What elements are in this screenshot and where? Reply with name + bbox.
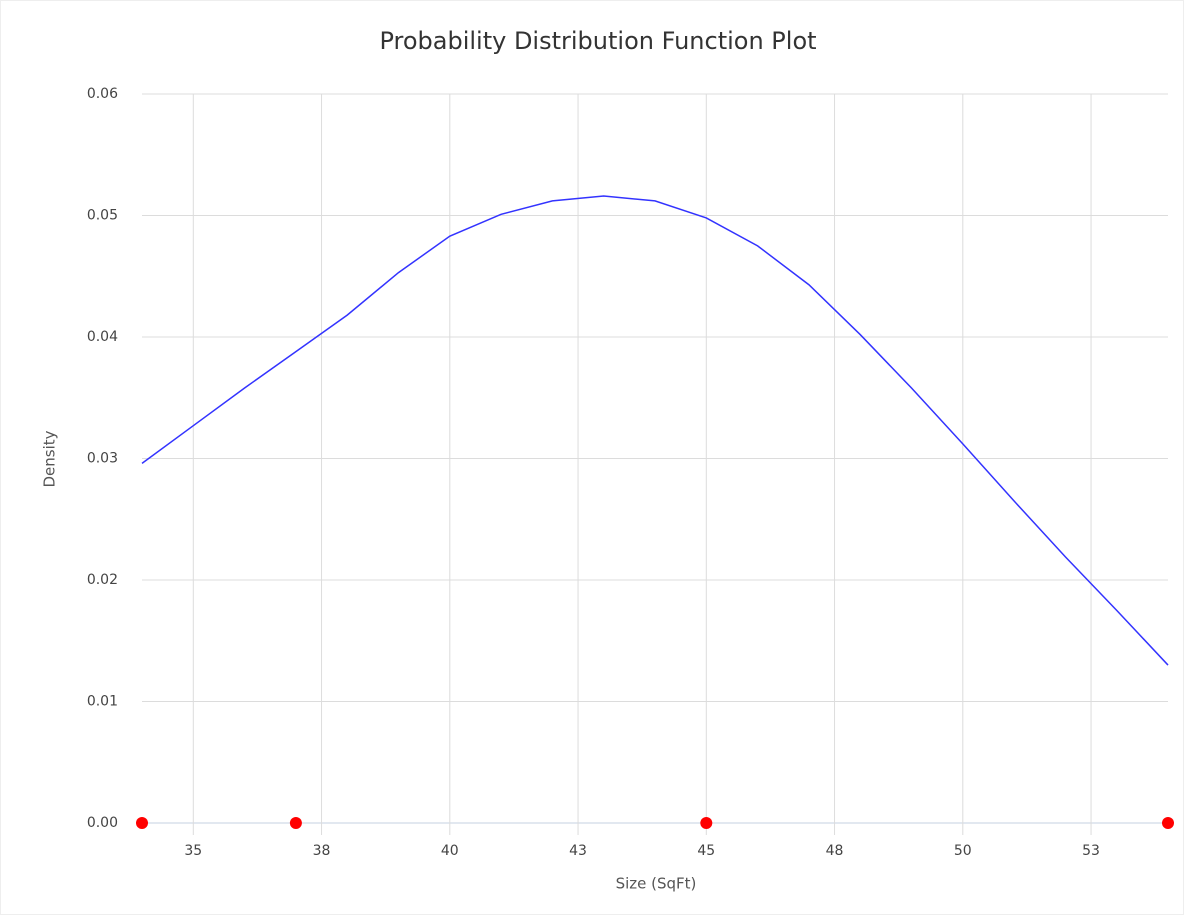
- x-tick-label: 53: [1082, 843, 1100, 859]
- x-tick-label: 48: [826, 843, 844, 859]
- data-point: [289, 817, 302, 829]
- data-point: [700, 817, 713, 829]
- data-point: [1162, 817, 1174, 829]
- x-axis-title: Size (SqFt): [616, 875, 697, 893]
- chart-title: Probability Distribution Function Plot: [379, 27, 816, 55]
- x-tick-label: 38: [313, 843, 331, 859]
- y-tick-label: 0.04: [87, 329, 118, 345]
- y-tick-label: 0.03: [87, 451, 118, 467]
- y-tick-label: 0.02: [87, 572, 118, 588]
- x-tick-label: 43: [569, 843, 587, 859]
- data-point: [136, 817, 148, 829]
- density-curve: [141, 195, 1169, 666]
- y-tick-label: 0.00: [87, 815, 118, 831]
- x-tick-label: 45: [697, 843, 715, 859]
- y-tick-label: 0.05: [87, 208, 118, 224]
- x-tick-label: 50: [954, 843, 972, 859]
- y-tick-label: 0.01: [87, 694, 118, 710]
- y-tick-label: 0.06: [87, 86, 118, 102]
- x-tick-label: 35: [184, 843, 202, 859]
- x-tick-label: 40: [441, 843, 459, 859]
- y-axis-title: Density: [41, 430, 59, 487]
